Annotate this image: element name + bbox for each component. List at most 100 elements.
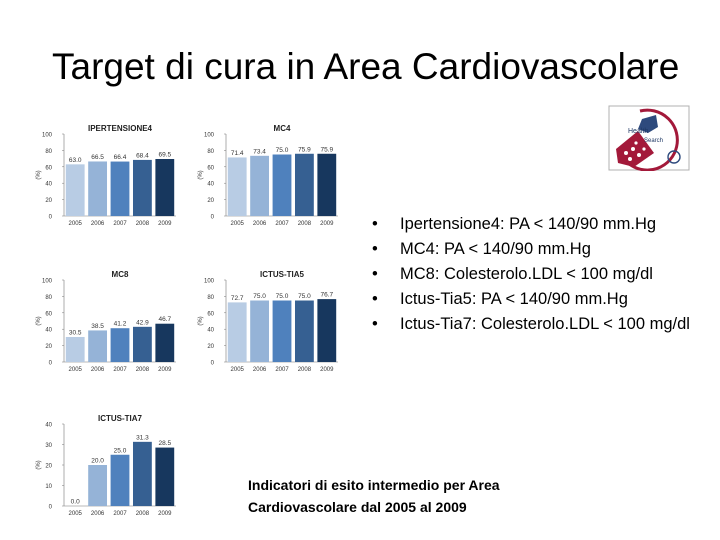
y-tick-label: 80 bbox=[45, 149, 52, 155]
x-tick-label: 2009 bbox=[158, 511, 172, 517]
x-tick-label: 2007 bbox=[275, 221, 289, 227]
data-label: 31.3 bbox=[136, 434, 149, 441]
chart-ictus-tia7: ICTUS-TIA7 0 10 20 30 40 (%) 0.0 2005 20.0 2006 25.… bbox=[34, 412, 184, 524]
y-axis-label: (%) bbox=[198, 170, 204, 179]
health-search-logo: Health Search bbox=[608, 105, 690, 172]
y-tick-label: 20 bbox=[45, 198, 52, 204]
bar-2008 bbox=[294, 300, 314, 362]
bar-2007 bbox=[272, 154, 292, 216]
data-label: 0.0 bbox=[71, 499, 80, 506]
bar-2006 bbox=[88, 330, 108, 362]
x-tick-label: 2008 bbox=[298, 221, 312, 227]
data-label: 38.5 bbox=[91, 323, 104, 330]
x-tick-label: 2008 bbox=[298, 367, 312, 373]
x-tick-label: 2008 bbox=[136, 367, 150, 373]
bar-2006 bbox=[250, 300, 270, 362]
y-tick-label: 100 bbox=[42, 133, 53, 139]
y-tick-label: 100 bbox=[204, 279, 215, 285]
y-tick-label: 40 bbox=[207, 328, 214, 334]
chart-svg: MC4 0 20 40 60 80 100 (%) 71.4 2005 73.4 2006 75.0 20… bbox=[198, 124, 338, 227]
data-label: 69.5 bbox=[158, 152, 171, 159]
x-tick-label: 2008 bbox=[136, 511, 150, 517]
y-tick-label: 100 bbox=[204, 133, 215, 139]
slide-caption: Indicatori di esito intermedio per Area … bbox=[248, 477, 500, 515]
x-tick-label: 2006 bbox=[91, 221, 105, 227]
bar-2008 bbox=[294, 153, 314, 216]
data-label: 72.7 bbox=[231, 295, 244, 302]
chart-title: IPERTENSIONE4 bbox=[88, 124, 153, 133]
bar-2007 bbox=[110, 328, 130, 362]
y-tick-label: 0 bbox=[211, 361, 215, 367]
bar-2009 bbox=[317, 153, 337, 216]
slide-title: Target di cura in Area Cardiovascolare bbox=[52, 46, 680, 87]
bullet-dot: • bbox=[372, 265, 378, 283]
bar-2009 bbox=[155, 323, 175, 362]
data-label: 63.0 bbox=[69, 157, 82, 164]
x-tick-label: 2007 bbox=[113, 367, 127, 373]
data-label: 46.7 bbox=[158, 316, 171, 323]
x-tick-label: 2009 bbox=[158, 367, 172, 373]
y-tick-label: 60 bbox=[45, 165, 52, 171]
data-label: 73.4 bbox=[253, 148, 266, 155]
x-tick-label: 2007 bbox=[113, 221, 127, 227]
y-tick-label: 40 bbox=[207, 182, 214, 188]
y-axis-label: (%) bbox=[36, 316, 42, 325]
y-tick-label: 20 bbox=[45, 464, 52, 470]
y-tick-label: 0 bbox=[49, 215, 53, 221]
x-tick-label: 2005 bbox=[69, 221, 83, 227]
chart-title: ICTUS-TIA5 bbox=[260, 270, 305, 279]
x-tick-label: 2006 bbox=[91, 511, 105, 517]
y-axis-label: (%) bbox=[36, 460, 42, 469]
chart-mc4: MC4 0 20 40 60 80 100 (%) 71.4 2005 73.4 2006 75.0 20… bbox=[196, 122, 346, 234]
x-tick-label: 2009 bbox=[158, 221, 172, 227]
bar-2008 bbox=[132, 441, 152, 506]
data-label: 75.0 bbox=[298, 293, 311, 300]
bar-2007 bbox=[110, 454, 130, 506]
indicator-list: • Ipertensione4: PA < 140/90 mm.Hg • MC4: … bbox=[372, 212, 692, 337]
bar-2005 bbox=[65, 164, 85, 216]
data-label: 66.5 bbox=[91, 154, 104, 161]
bar-2005 bbox=[227, 302, 247, 362]
data-label: 25.0 bbox=[114, 447, 127, 454]
y-tick-label: 60 bbox=[207, 165, 214, 171]
x-tick-label: 2009 bbox=[320, 221, 334, 227]
bullet-item-ictus-tia5: • Ictus-Tia5: PA < 140/90 mm.Hg bbox=[372, 287, 692, 312]
bullet-item-ipertensione4: • Ipertensione4: PA < 140/90 mm.Hg bbox=[372, 212, 692, 237]
bar-2009 bbox=[155, 159, 175, 216]
bullet-text: Ictus-Tia7: Colesterolo.LDL < 100 mg/dl bbox=[400, 315, 690, 333]
chart-title: ICTUS-TIA7 bbox=[98, 414, 143, 423]
chart-svg: ICTUS-TIA7 0 10 20 30 40 (%) 0.0 2005 20.0 2006 25.… bbox=[36, 414, 176, 517]
chart-ipertensione4: IPERTENSIONE4 0 20 40 60 80 100 (%) 63.0 2005 66.5… bbox=[34, 122, 184, 234]
y-tick-label: 40 bbox=[45, 328, 52, 334]
data-label: 30.5 bbox=[69, 329, 82, 336]
bullet-text: MC4: PA < 140/90 mm.Hg bbox=[400, 240, 591, 258]
bar-2006 bbox=[250, 155, 270, 216]
data-label: 75.0 bbox=[276, 293, 289, 300]
y-tick-label: 20 bbox=[45, 344, 52, 350]
y-tick-label: 10 bbox=[45, 484, 52, 490]
logo-text-top: Health bbox=[628, 128, 648, 135]
chart-svg: MC8 0 20 40 60 80 100 (%) 30.5 2005 38.5 2006 41.2 20… bbox=[36, 270, 176, 373]
y-tick-label: 60 bbox=[207, 311, 214, 317]
chart-mc8: MC8 0 20 40 60 80 100 (%) 30.5 2005 38.5 2006 41.2 20… bbox=[34, 268, 184, 380]
bar-2006 bbox=[88, 465, 108, 506]
x-tick-label: 2005 bbox=[69, 367, 83, 373]
y-axis-label: (%) bbox=[198, 316, 204, 325]
chart-title: MC4 bbox=[274, 124, 291, 133]
data-label: 76.7 bbox=[320, 292, 333, 299]
y-axis-label: (%) bbox=[36, 170, 42, 179]
y-tick-label: 40 bbox=[45, 182, 52, 188]
bullet-dot: • bbox=[372, 315, 378, 333]
logo-text-bottom: Search bbox=[644, 138, 663, 144]
bar-2008 bbox=[132, 159, 152, 216]
bar-2006 bbox=[88, 161, 108, 216]
bullet-dot: • bbox=[372, 240, 378, 258]
x-tick-label: 2008 bbox=[136, 221, 150, 227]
y-tick-label: 80 bbox=[207, 295, 214, 301]
data-label: 42.9 bbox=[136, 319, 149, 326]
bar-2008 bbox=[132, 326, 152, 362]
chart-svg: ICTUS-TIA5 0 20 40 60 80 100 (%) 72.7 2005 75.0 200… bbox=[198, 270, 338, 373]
x-tick-label: 2005 bbox=[231, 367, 245, 373]
data-label: 66.4 bbox=[114, 154, 127, 161]
y-tick-label: 0 bbox=[211, 215, 215, 221]
